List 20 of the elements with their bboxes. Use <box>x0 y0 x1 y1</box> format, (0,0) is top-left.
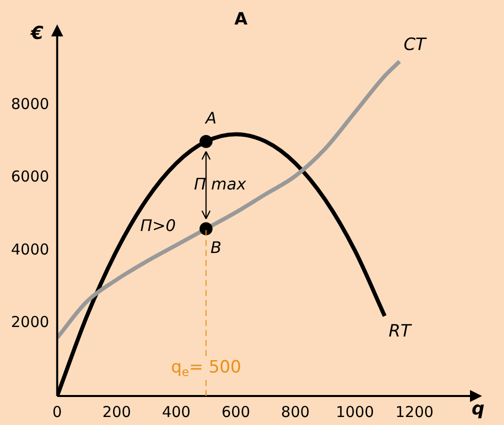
annotation: B <box>210 238 222 257</box>
y-tick-label: 6000 <box>10 168 50 186</box>
chart-title: A <box>234 10 248 30</box>
y-axis-title: € <box>30 23 44 44</box>
annotation: Π>0 <box>140 216 176 235</box>
x-tick-label: 200 <box>102 402 132 421</box>
x-tick-label: 800 <box>281 402 310 421</box>
x-tick-label: 0 <box>52 402 62 421</box>
y-tick-label: 8000 <box>10 95 50 114</box>
x-tick-label: 1200 <box>395 402 434 421</box>
x-tick-label: 1000 <box>336 402 374 421</box>
y-tick-label: 4000 <box>10 240 50 258</box>
x-axis-title: q <box>472 398 485 420</box>
annotation: Π max <box>194 174 247 194</box>
annotation: A <box>204 108 217 128</box>
series-label: RT <box>388 321 412 342</box>
x-tick-label: 400 <box>162 402 191 421</box>
series-label: CT <box>404 34 428 55</box>
x-tick-label: 600 <box>221 402 250 421</box>
y-tick-label: 2000 <box>10 313 50 332</box>
